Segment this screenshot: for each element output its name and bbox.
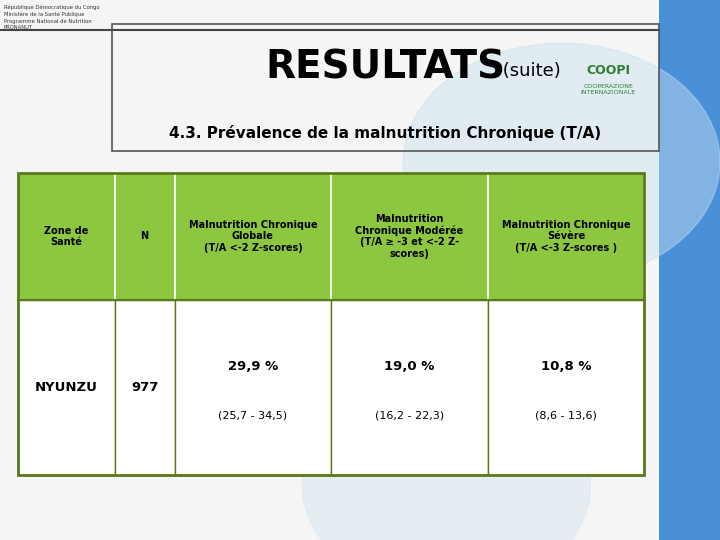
Bar [488,173,644,300]
Text: (16,2 - 22,3): (16,2 - 22,3) [375,410,444,421]
Text: République Démocratique du Congo
Ministère de la Santé Publique
Programme Nation: République Démocratique du Congo Ministè… [4,4,99,30]
Text: 29,9 %: 29,9 % [228,360,278,373]
Text: Malnutrition Chronique
Sévère
(T/A <-3 Z-scores ): Malnutrition Chronique Sévère (T/A <-3 Z… [502,220,631,253]
Bar [488,300,644,475]
Bar [174,300,331,475]
Text: (25,7 - 34,5): (25,7 - 34,5) [218,410,287,421]
Bar [18,173,644,475]
Bar [331,173,488,300]
Circle shape [302,378,590,540]
Text: Malnutrition Chronique
Globale
(T/A <-2 Z-scores): Malnutrition Chronique Globale (T/A <-2 … [189,220,318,253]
Text: 10,8 %: 10,8 % [541,360,591,373]
Text: RESULTATS: RESULTATS [265,49,505,86]
Bar [114,300,174,475]
Bar [331,300,488,475]
Text: 4.3. Prévalence de la malnutrition Chronique (T/A): 4.3. Prévalence de la malnutrition Chron… [169,125,601,141]
Bar [174,173,331,300]
Text: 19,0 %: 19,0 % [384,360,435,373]
Bar [112,24,659,151]
Bar [114,173,174,300]
Text: Zone de
Santé: Zone de Santé [44,226,89,247]
Circle shape [288,189,504,351]
Text: COOPERAZIONE
INTERNAZIONALE: COOPERAZIONE INTERNAZIONALE [581,84,636,94]
Text: NYUNZU: NYUNZU [35,381,98,394]
Text: N: N [140,231,148,241]
Bar [18,173,114,300]
Text: (suite): (suite) [497,62,561,80]
Bar [659,0,720,540]
Text: (8,6 - 13,6): (8,6 - 13,6) [535,410,597,421]
Bar [18,300,114,475]
Text: 977: 977 [131,381,158,394]
Text: Malnutrition
Chronique Modérée
(T/A ≥ -3 et <-2 Z-
scores): Malnutrition Chronique Modérée (T/A ≥ -3… [356,214,464,259]
Text: COOPI: COOPI [586,64,631,77]
Circle shape [403,43,720,281]
